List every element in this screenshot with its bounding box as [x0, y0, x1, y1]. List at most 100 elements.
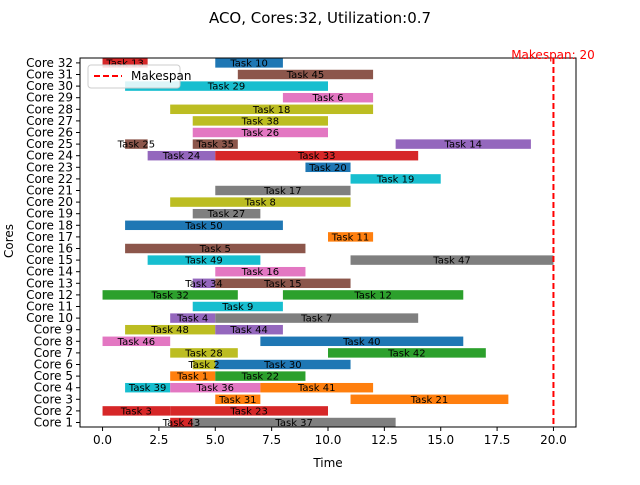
y-tick-label: Core 25: [26, 137, 73, 151]
task-bar: [395, 139, 531, 149]
task-bar: [350, 394, 509, 405]
task-label: Task 37: [274, 418, 313, 429]
y-tick-label: Core 5: [34, 369, 73, 383]
y-axis-label: Cores: [2, 224, 16, 258]
task-bar: [192, 116, 328, 126]
task-bar: [125, 382, 171, 393]
y-tick-label: Core 17: [26, 230, 73, 244]
task-bar: [215, 58, 283, 68]
task-label: Task 42: [387, 348, 426, 359]
task-label: Task 3: [120, 406, 152, 417]
x-tick-label: 2.5: [149, 433, 168, 447]
task-bar: [282, 92, 374, 103]
y-tick-label: Core 20: [26, 195, 73, 209]
task-bar: [237, 69, 374, 80]
y-tick-label: Core 2: [34, 404, 73, 418]
task-label: Task 48: [150, 325, 189, 336]
x-tick-label: 5.0: [206, 433, 225, 447]
legend-makespan-label: Makespan: [131, 69, 191, 83]
task-label: Task 6: [311, 93, 343, 104]
x-tick-label: 15.0: [427, 433, 454, 447]
task-label: Task 9: [221, 302, 253, 313]
task-label: Task 12: [353, 290, 392, 301]
task-label: Task 20: [308, 163, 347, 174]
task-bar: [170, 313, 216, 323]
task-label: Task 28: [184, 348, 223, 359]
task-label: Task 23: [229, 406, 268, 417]
task-bar: [260, 336, 464, 347]
y-tick-label: Core 21: [26, 184, 73, 198]
task-bar: [147, 150, 216, 161]
y-tick-label: Core 9: [34, 323, 73, 337]
task-bar: [125, 243, 306, 254]
y-tick-label: Core 32: [26, 56, 73, 70]
x-axis-ticks: 0.0 2.5 5.0 7.5 10.0 12.5 15.0 17.5 20.0: [93, 427, 567, 447]
task-label: Task 10: [229, 58, 268, 69]
task-bar: [192, 127, 328, 138]
task-label: Task 11: [331, 232, 370, 243]
chart-title: ACO, Cores:32, Utilization:0.7: [209, 9, 431, 27]
task-label: Task 36: [196, 383, 235, 394]
task-bar: [350, 174, 441, 184]
y-tick-label: Core 30: [26, 79, 73, 93]
y-tick-label: Core 15: [26, 253, 73, 267]
task-label: Task 13: [105, 58, 144, 69]
task-label: Task 1: [176, 372, 208, 383]
task-bar: [102, 290, 238, 300]
task-label: Task 21: [410, 395, 449, 406]
task-bar: [215, 371, 306, 381]
task-bar: [328, 232, 374, 242]
task-bar: [125, 324, 216, 335]
task-bar: [192, 301, 283, 312]
task-label: Task 4: [176, 314, 208, 325]
task-bar: [192, 208, 261, 219]
y-tick-label: Core 16: [26, 242, 73, 256]
task-bar: [260, 382, 374, 393]
task-bar: [170, 371, 216, 381]
task-bar: [350, 255, 554, 265]
x-tick-label: 20.0: [540, 433, 567, 447]
task-bars: [102, 58, 554, 428]
x-tick-label: 12.5: [371, 433, 398, 447]
task-bar: [102, 58, 148, 68]
task-bar: [215, 394, 261, 405]
y-tick-label: Core 29: [26, 91, 73, 105]
y-tick-label: Core 24: [26, 149, 73, 163]
task-label: Task 30: [263, 360, 302, 371]
task-bar: [170, 348, 238, 358]
task-label: Task 40: [342, 337, 381, 348]
task-bar: [192, 278, 216, 289]
y-tick-label: Core 12: [26, 288, 73, 302]
y-tick-label: Core 1: [34, 416, 73, 430]
legend-box: [87, 64, 181, 89]
y-tick-label: Core 7: [34, 346, 73, 360]
y-tick-label: Core 18: [26, 218, 73, 232]
task-label: Task 14: [444, 140, 483, 151]
task-label: Task 34: [184, 279, 223, 290]
task-bar: [328, 348, 486, 358]
task-bar: [125, 220, 283, 231]
task-label: Task 38: [241, 116, 280, 127]
task-bar: [102, 406, 171, 416]
task-bar: [170, 417, 193, 428]
task-bar: [215, 150, 419, 161]
task-label: Task 31: [218, 395, 257, 406]
task-label: Task 47: [432, 256, 471, 267]
y-tick-label: Core 8: [34, 334, 73, 348]
task-bar: [147, 255, 261, 265]
x-tick-label: 10.0: [315, 433, 342, 447]
task-label: Task 50: [184, 221, 223, 232]
task-label: Task 29: [207, 82, 246, 93]
task-label: Task 27: [207, 209, 246, 220]
task-label: Task 22: [241, 372, 280, 383]
y-tick-label: Core 27: [26, 114, 73, 128]
y-tick-label: Core 11: [26, 300, 73, 314]
y-tick-label: Core 10: [26, 311, 73, 325]
task-label: Task 15: [263, 279, 302, 290]
task-bar: [215, 313, 419, 323]
task-label: Task 17: [263, 186, 302, 197]
task-bar: [170, 104, 374, 115]
task-bar: [192, 359, 216, 370]
task-bar: [305, 162, 351, 173]
